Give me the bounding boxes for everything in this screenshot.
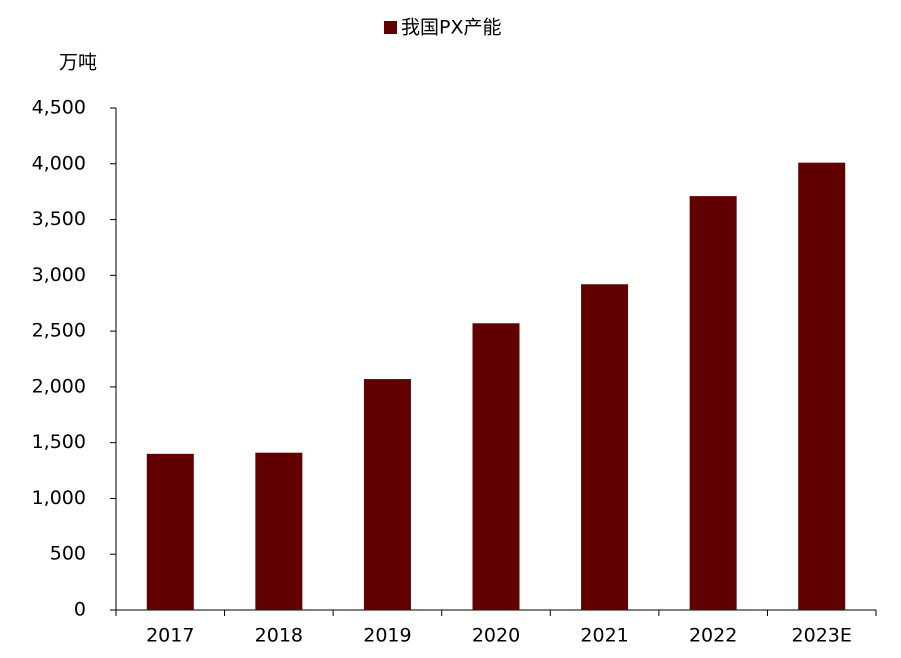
y-tick-label: 0 [74, 599, 86, 621]
x-tick-label: 2019 [363, 625, 411, 647]
legend-swatch [384, 21, 397, 34]
x-tick-label: 2020 [472, 625, 520, 647]
x-tick-label: 2017 [146, 625, 194, 647]
y-tick-label: 500 [50, 543, 86, 565]
y-tick-label: 2,000 [32, 375, 86, 397]
y-tick-label: 3,000 [32, 264, 86, 286]
y-tick-label: 1,500 [32, 431, 86, 453]
y-tick-label: 4,500 [32, 97, 86, 119]
bar [472, 323, 520, 610]
y-tick-label: 4,000 [32, 152, 86, 174]
bar [363, 379, 411, 610]
y-tick-label: 3,500 [32, 208, 86, 230]
legend-label: 我国PX产能 [401, 17, 501, 39]
x-tick-label: 2023E [792, 625, 852, 647]
x-tick-label: 2018 [255, 625, 303, 647]
x-tick-label: 2021 [580, 625, 628, 647]
bar [581, 284, 629, 610]
bar [689, 196, 737, 610]
bar [146, 453, 194, 610]
y-axis-label: 万吨 [59, 52, 97, 74]
y-tick-label: 2,500 [32, 320, 86, 342]
bar [798, 162, 846, 610]
x-tick-label: 2022 [689, 625, 737, 647]
y-tick-label: 1,000 [32, 487, 86, 509]
bar [255, 452, 303, 610]
